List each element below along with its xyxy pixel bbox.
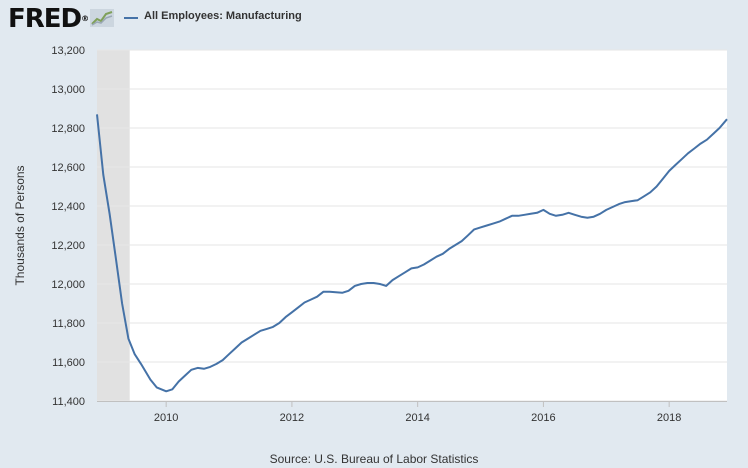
x-tick-label: 2016 <box>531 412 555 424</box>
legend-swatch <box>124 17 138 19</box>
y-tick-label: 12,600 <box>51 162 85 174</box>
series-layer <box>96 114 728 393</box>
plot-area <box>97 50 727 401</box>
x-tick-label: 2018 <box>657 412 681 424</box>
x-tick-label: 2010 <box>154 412 178 424</box>
y-tick-label: 11,800 <box>52 318 85 330</box>
y-tick-label: 13,200 <box>51 45 85 57</box>
logo-text: FRED <box>8 4 82 34</box>
x-tick-label: 2012 <box>280 412 304 424</box>
y-tick-label: 12,000 <box>51 279 85 291</box>
series-line <box>96 114 728 393</box>
x-tick-label: 2014 <box>405 412 429 424</box>
axes: 11,400 11,600 11,800 12,000 12,200 12,400 12,6… <box>51 45 727 424</box>
header: FRED® All Employees: Manufacturing <box>0 0 748 40</box>
recession-band <box>97 50 130 401</box>
y-tick-label: 13,000 <box>51 84 85 96</box>
fred-logo[interactable]: FRED® <box>8 4 89 34</box>
y-tick-label: 11,600 <box>52 357 85 369</box>
y-tick-label: 11,400 <box>52 396 85 408</box>
recession-shading-layer <box>97 50 130 401</box>
registered-mark: ® <box>81 14 89 23</box>
y-tick-label: 12,400 <box>51 201 85 213</box>
y-axis-label: Thousands of Persons <box>13 165 27 285</box>
trend-chart-icon <box>90 9 114 27</box>
source-note: Source: U.S. Bureau of Labor Statistics <box>269 452 479 466</box>
y-tick-label: 12,200 <box>51 240 85 252</box>
gridlines <box>97 49 727 402</box>
y-tick-label: 12,800 <box>51 123 85 135</box>
legend-label[interactable]: All Employees: Manufacturing <box>144 10 302 22</box>
